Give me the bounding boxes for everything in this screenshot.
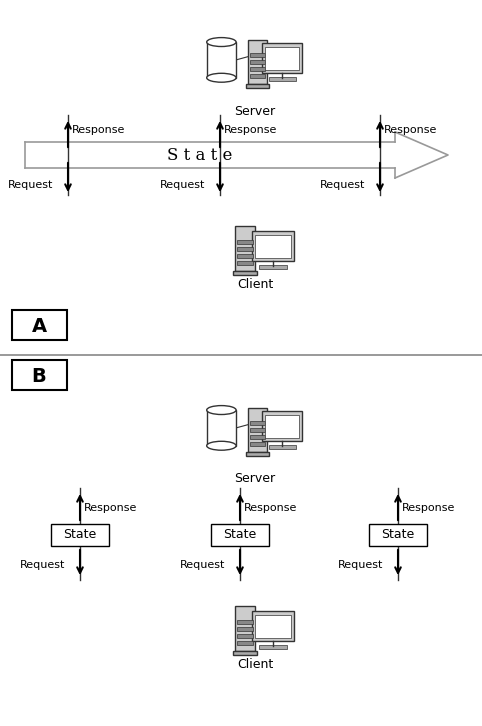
Bar	[259, 645, 287, 649]
Bar	[248, 40, 267, 84]
Bar	[246, 452, 268, 456]
Bar	[250, 60, 265, 64]
Bar	[12, 360, 67, 390]
Bar	[233, 650, 257, 655]
Bar	[237, 640, 253, 645]
Bar	[250, 442, 265, 446]
Ellipse shape	[207, 38, 236, 46]
Bar	[250, 428, 265, 432]
Bar	[255, 615, 291, 638]
Bar	[248, 408, 267, 452]
Bar	[269, 76, 295, 81]
Bar	[269, 444, 295, 449]
Bar	[211, 524, 269, 546]
Bar	[266, 47, 299, 70]
Bar	[255, 235, 291, 258]
Bar	[235, 605, 255, 650]
Bar	[237, 247, 253, 250]
Text: Request: Request	[180, 560, 226, 570]
Bar	[250, 421, 265, 425]
Bar	[51, 524, 109, 546]
Text: Request: Request	[20, 560, 66, 570]
Text: S t a t e: S t a t e	[167, 147, 233, 163]
Text: A: A	[31, 317, 47, 335]
Bar	[237, 619, 253, 624]
Bar	[250, 435, 265, 439]
Bar	[237, 634, 253, 637]
Bar	[250, 53, 265, 57]
Bar	[237, 261, 253, 264]
Bar	[246, 84, 268, 88]
Ellipse shape	[207, 73, 236, 82]
Text: Client: Client	[237, 278, 273, 291]
Bar	[262, 43, 302, 73]
Text: Server: Server	[234, 105, 276, 118]
Bar	[262, 411, 302, 441]
Text: Response: Response	[72, 125, 125, 135]
Bar	[235, 226, 255, 271]
Text: Response: Response	[84, 503, 137, 513]
Text: Server: Server	[234, 472, 276, 485]
Text: Request: Request	[160, 180, 205, 190]
Text: Response: Response	[244, 503, 297, 513]
Ellipse shape	[207, 441, 236, 450]
Bar	[237, 240, 253, 243]
Text: Response: Response	[402, 503, 455, 513]
Text: State: State	[381, 529, 415, 542]
Bar	[369, 524, 427, 546]
Text: Request: Request	[320, 180, 365, 190]
Bar	[250, 67, 265, 71]
Text: State: State	[223, 529, 256, 542]
Text: State: State	[63, 529, 96, 542]
Text: Client: Client	[237, 658, 273, 671]
Bar	[207, 410, 236, 446]
Bar	[266, 415, 299, 438]
Bar	[207, 42, 236, 78]
Text: Response: Response	[224, 125, 277, 135]
Bar	[259, 265, 287, 269]
Bar	[252, 611, 294, 641]
Text: Request: Request	[8, 180, 54, 190]
Bar	[250, 74, 265, 78]
Bar	[252, 231, 294, 261]
Bar	[12, 310, 67, 340]
Bar	[237, 627, 253, 630]
Bar	[237, 253, 253, 258]
Text: Request: Request	[338, 560, 383, 570]
Bar	[233, 271, 257, 274]
Text: Response: Response	[384, 125, 437, 135]
Ellipse shape	[207, 406, 236, 415]
Text: B: B	[32, 367, 46, 386]
